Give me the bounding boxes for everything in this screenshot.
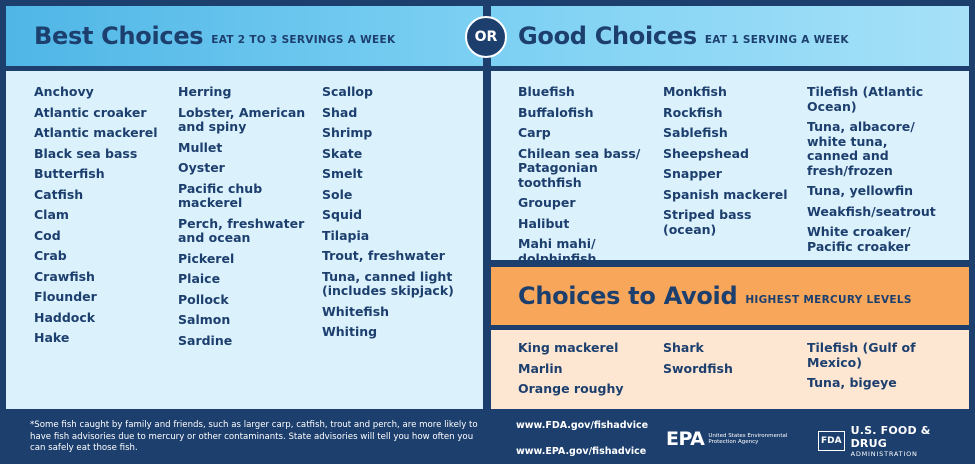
fish-item: Scallop [322,84,373,99]
fish-item: Grouper [518,195,576,210]
fish-item: Shark [663,340,704,355]
fish-item: Weakfish/seatrout [807,203,936,219]
fish-item: Sole [322,186,353,202]
fish-item: Catfish [34,186,84,202]
fish-item: Herring [178,84,232,99]
best-choices-list-panel: Anchovy Atlantic croaker Atlantic mackerel… [6,71,483,409]
fish-item: Tilefish (Atlantic Ocean) [807,84,924,114]
fda-logo-admin: ADMINISTRATION [850,450,918,458]
fish-item: Tilapia [322,227,370,243]
fish-item: Sablefish [663,125,728,140]
fish-item: Hake [34,330,70,345]
fish-item: Clam [34,207,69,222]
fish-item: Tilefish (Gulf of Mexico) [807,340,916,370]
fish-item: Swordfish [663,360,733,376]
fda-logo: FDA U.S. FOOD & DRUG ADMINISTRATION [818,424,969,458]
fish-item: Mullet [178,139,223,155]
fish-item: Whitefish [322,303,390,319]
fish-item: Carp [518,125,551,140]
good-choices-header: Good Choices EAT 1 SERVING A WEEK [491,6,969,66]
fish-item: Tuna, yellowfin [807,183,913,198]
avoid-choices-header: Choices to Avoid HIGHEST MERCURY LEVELS [491,267,969,325]
fish-item: Tuna, albacore/ white tuna, canned and f… [807,119,915,178]
best-choices-header: Best Choices EAT 2 TO 3 SERVINGS A WEEK [6,6,483,66]
fish-item: Plaice [178,271,221,286]
fish-item: Chilean sea bass/ Patagonian toothfish [518,145,641,190]
best-choices-title-row: Best Choices EAT 2 TO 3 SERVINGS A WEEK [34,6,395,66]
good-choices-column-2: Monkfish Rockfish Sablefish Sheepshead Snapp… [663,84,788,243]
fish-item: Orange roughy [518,381,624,396]
avoid-choices-subtitle: HIGHEST MERCURY LEVELS [745,294,912,306]
fish-item: Mahi mahi/ dolphinfish [518,236,597,266]
fish-item: Atlantic mackerel [34,125,158,140]
fish-item: Cod [34,227,61,243]
fish-item: Snapper [663,166,722,181]
epa-logo: EPA United States Environmental Protecti… [666,428,788,450]
epa-logo-text: United States Environmental Protection A… [708,432,788,446]
fish-item: Pickerel [178,250,235,266]
fish-item: Monkfish [663,84,727,99]
avoid-choices-list-panel: King mackerel Marlin Orange roughy Shark Sw… [491,330,969,409]
fish-item: Salmon [178,312,231,327]
epa-logo-mark: EPA [666,428,705,450]
fish-item: Halibut [518,215,570,231]
fda-logo-name: U.S. FOOD & DRUG [850,424,931,450]
fish-item: Marlin [518,360,563,376]
footer: *Some fish caught by family and friends,… [6,414,969,460]
fish-item: Tuna, canned light (includes skipjack) [322,268,454,298]
fish-item: Lobster, American and spiny [178,104,306,134]
good-choices-list-panel: Bluefish Buffalofish Carp Chilean sea bass/… [491,71,969,265]
fish-item: Crab [34,248,67,263]
good-choices-column-1: Bluefish Buffalofish Carp Chilean sea bass/… [518,84,648,272]
fish-item: Sheepshead [663,145,750,161]
fish-item: Crawfish [34,268,95,284]
fish-item: Buffalofish [518,104,594,120]
fish-item: Anchovy [34,84,94,99]
fish-item: Striped bass (ocean) [663,207,752,237]
good-choices-title: Good Choices [518,22,697,50]
fish-item: Shrimp [322,125,373,140]
best-choices-subtitle: EAT 2 TO 3 SERVINGS A WEEK [211,34,396,46]
fish-item: Atlantic croaker [34,104,147,120]
fish-item: Whiting [322,324,378,339]
fda-logo-box: FDA [818,431,845,451]
fish-item: Spanish mackerel [663,186,788,202]
avoid-choices-column-3: Tilefish (Gulf of Mexico) Tuna, bigeye [807,340,937,397]
avoid-choices-column-1: King mackerel Marlin Orange roughy [518,340,648,403]
avoid-choices-column-2: Shark Swordfish [663,340,788,382]
fish-item: Flounder [34,289,97,304]
good-choices-column-3: Tilefish (Atlantic Ocean) Tuna, albacore/… [807,84,937,260]
fish-item: Black sea bass [34,145,138,161]
fish-item: Pollock [178,291,229,307]
fish-item: Butterfish [34,166,105,181]
good-choices-title-row: Good Choices EAT 1 SERVING A WEEK [518,6,849,66]
fish-item: King mackerel [518,340,619,355]
fish-item: Bluefish [518,84,575,99]
fish-item: Pacific chub mackerel [178,180,263,210]
avoid-choices-title: Choices to Avoid [518,282,738,310]
best-choices-column-1: Anchovy Atlantic croaker Atlantic mackerel… [34,84,174,352]
fish-item: Oyster [178,160,225,175]
epa-fishadvice-link[interactable]: www.EPA.gov/fishadvice [516,446,647,457]
fda-fishadvice-link[interactable]: www.FDA.gov/fishadvice [516,420,649,431]
good-choices-subtitle: EAT 1 SERVING A WEEK [704,34,849,46]
fish-item: Trout, freshwater [322,248,445,263]
fish-item: Sardine [178,332,233,348]
best-choices-title: Best Choices [34,22,204,50]
fish-item: Skate [322,145,363,161]
fish-item: Perch, freshwater and ocean [178,215,305,245]
best-choices-column-3: Scallop Shad Shrimp Skate Smelt Sole Squid Tila… [322,84,467,346]
fish-item: Rockfish [663,104,723,120]
fish-item: White croaker/ Pacific croaker [807,224,911,254]
fish-item: Squid [322,207,363,222]
fish-item: Smelt [322,166,363,181]
fish-item: Haddock [34,309,96,325]
fish-item: Tuna, bigeye [807,375,897,390]
footnote: *Some fish caught by family and friends,… [30,420,478,453]
best-choices-column-2: Herring Lobster, American and spiny Mullet… [178,84,313,354]
or-badge: OR [465,16,507,58]
avoid-choices-title-row: Choices to Avoid HIGHEST MERCURY LEVELS [518,267,912,325]
fish-item: Shad [322,104,358,120]
